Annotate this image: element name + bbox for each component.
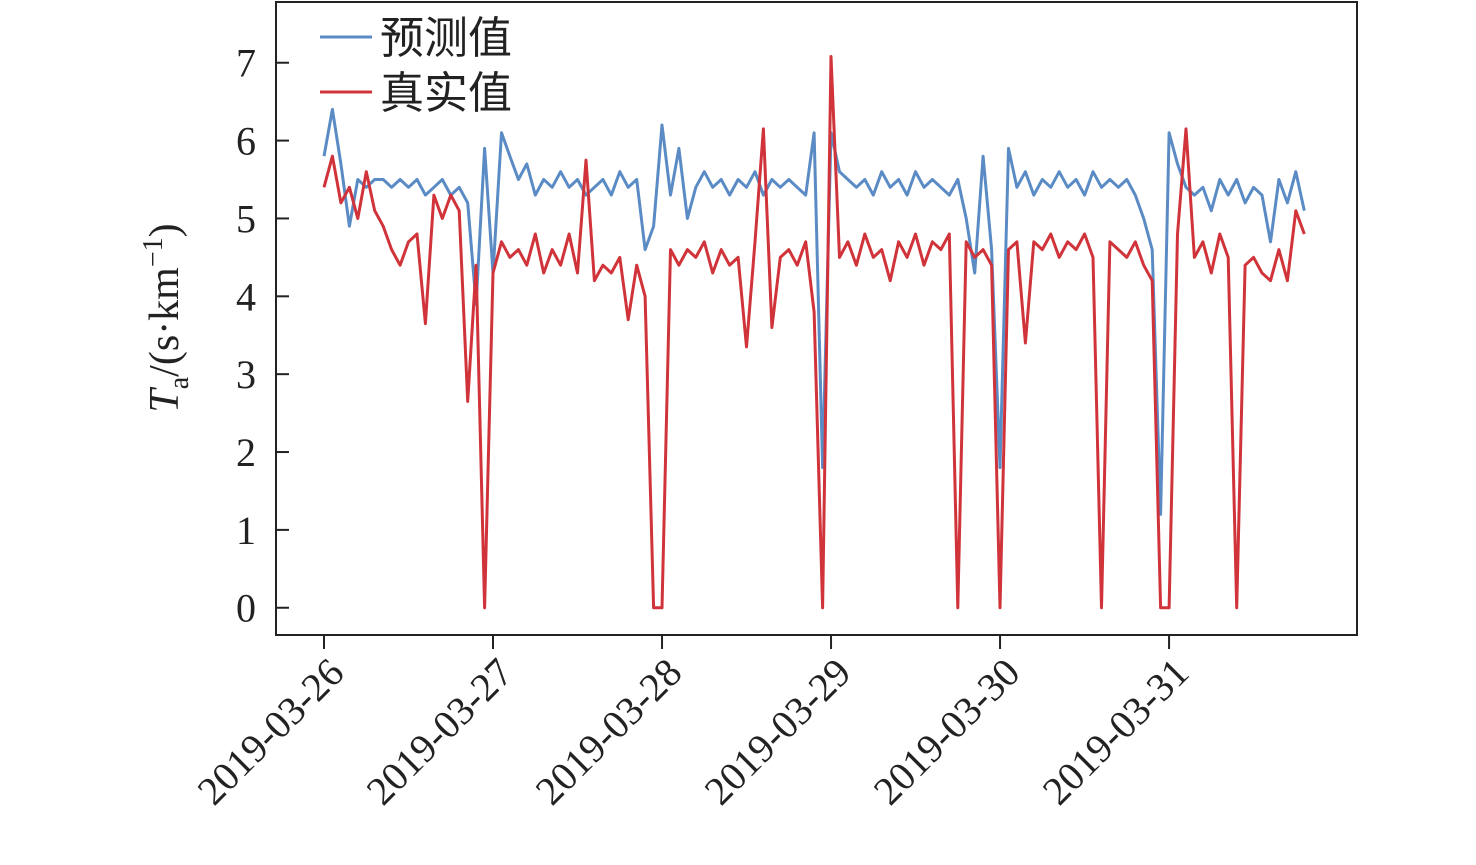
y-tick-label: 7 xyxy=(236,41,256,86)
x-tick-label: 2019-03-28 xyxy=(527,650,691,814)
y-tick-label: 1 xyxy=(236,508,256,553)
y-tick-label: 0 xyxy=(236,586,256,631)
x-tick-label: 2019-03-30 xyxy=(865,650,1029,814)
x-tick-label: 2019-03-27 xyxy=(358,650,522,814)
x-tick-label: 2019-03-31 xyxy=(1034,650,1198,814)
y-label-part: a xyxy=(164,376,195,389)
legend-label: 真实值 xyxy=(380,69,512,118)
y-axis-label: Ta/(s·km−1) xyxy=(138,223,195,412)
y-label-part: /(s·km xyxy=(142,267,188,377)
y-label-part: −1 xyxy=(138,237,169,267)
y-label-part: ) xyxy=(142,223,188,237)
y-tick-label: 3 xyxy=(236,352,256,397)
y-tick-label: 5 xyxy=(236,196,256,241)
y-label-part: T xyxy=(142,387,188,413)
plot-frame xyxy=(275,1,1358,636)
y-tick-label: 2 xyxy=(236,430,256,475)
series-line xyxy=(322,55,1306,610)
y-tick-label: 4 xyxy=(236,274,256,319)
x-tick-label: 2019-03-26 xyxy=(189,650,353,814)
series-line xyxy=(322,107,1306,516)
legend-label: 预测值 xyxy=(380,14,512,63)
x-tick-label: 2019-03-29 xyxy=(696,650,860,814)
y-tick-label: 6 xyxy=(236,119,256,164)
